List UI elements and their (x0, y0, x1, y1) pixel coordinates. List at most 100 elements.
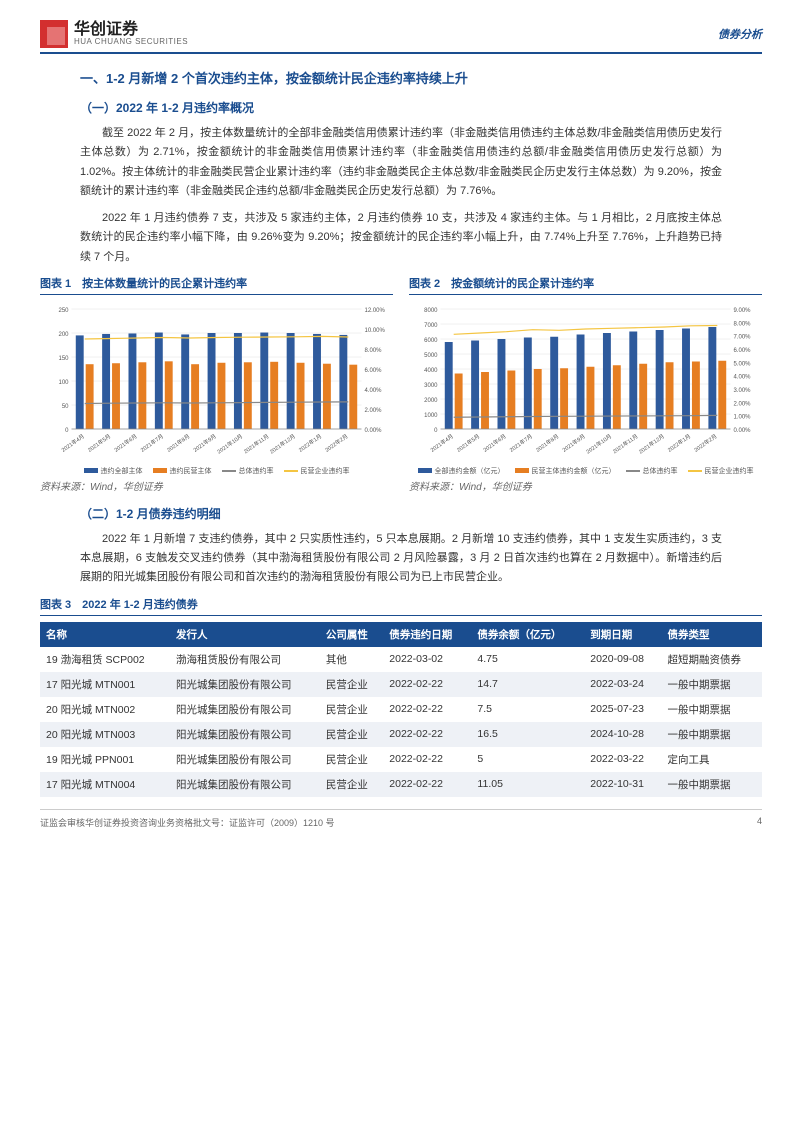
svg-text:2022年1月: 2022年1月 (297, 432, 323, 454)
table-cell: 定向工具 (661, 747, 762, 772)
table-row: 20 阳光城 MTN003阳光城集团股份有限公司民营企业2022-02-2216… (40, 722, 762, 747)
svg-text:8.00%: 8.00% (365, 348, 383, 354)
table-cell: 阳光城集团股份有限公司 (170, 672, 320, 697)
svg-text:2021年5月: 2021年5月 (86, 432, 112, 454)
svg-text:8.00%: 8.00% (734, 321, 752, 327)
svg-text:0: 0 (434, 428, 438, 434)
svg-text:250: 250 (58, 308, 69, 314)
table-cell: 2022-02-22 (383, 772, 471, 797)
table-cell: 2022-03-22 (584, 747, 661, 772)
table-cell: 19 阳光城 PPN001 (40, 747, 170, 772)
legend-item: 民营企业违约率 (284, 466, 350, 476)
para-1-2-1: 2022 年 1 月新增 7 支违约债券，其中 2 只实质性违约，5 只本息展期… (80, 530, 722, 588)
table-cell: 2022-02-22 (383, 722, 471, 747)
table-cell: 超短期融资债券 (661, 647, 762, 672)
table-cell: 阳光城集团股份有限公司 (170, 697, 320, 722)
chart-2-svg: 0100020003000400050006000700080000.00%1.… (409, 301, 762, 461)
page-footer: 证监会审核华创证券投资咨询业务资格批文号：证监许可（2009）1210 号 4 (40, 809, 762, 829)
svg-text:2021年7月: 2021年7月 (139, 432, 165, 454)
table-cell: 17 阳光城 MTN001 (40, 672, 170, 697)
table-cell: 20 阳光城 MTN002 (40, 697, 170, 722)
svg-text:6.00%: 6.00% (365, 368, 383, 374)
svg-text:1.00%: 1.00% (734, 414, 752, 420)
table-cell: 5 (471, 747, 584, 772)
table-title: 图表 3 2022 年 1-2 月违约债券 (40, 596, 762, 616)
svg-text:2021年9月: 2021年9月 (192, 432, 218, 454)
svg-text:6000: 6000 (424, 338, 438, 344)
svg-text:5.00%: 5.00% (734, 361, 752, 367)
svg-text:3000: 3000 (424, 383, 438, 389)
table-cell: 一般中期票据 (661, 672, 762, 697)
table-row: 19 渤海租赁 SCP002渤海租赁股份有限公司其他2022-03-024.75… (40, 647, 762, 672)
svg-text:2021年11月: 2021年11月 (242, 432, 270, 455)
table-row: 17 阳光城 MTN004阳光城集团股份有限公司民营企业2022-02-2211… (40, 772, 762, 797)
svg-text:2022年1月: 2022年1月 (666, 432, 692, 454)
svg-text:5000: 5000 (424, 353, 438, 359)
svg-text:12.00%: 12.00% (365, 308, 386, 314)
table-cell: 20 阳光城 MTN003 (40, 722, 170, 747)
table-cell: 阳光城集团股份有限公司 (170, 722, 320, 747)
table-cell: 渤海租赁股份有限公司 (170, 647, 320, 672)
table-cell: 一般中期票据 (661, 697, 762, 722)
table-cell: 民营企业 (320, 672, 383, 697)
table-cell: 2022-02-22 (383, 672, 471, 697)
table-cell: 2022-10-31 (584, 772, 661, 797)
legend-item: 违约全部主体 (84, 466, 143, 476)
chart-1-block: 图表 1 按主体数量统计的民企累计违约率 0501001502002500.00… (40, 275, 393, 493)
table-cell: 2025-07-23 (584, 697, 661, 722)
svg-text:4000: 4000 (424, 368, 438, 374)
table-col-header: 发行人 (170, 622, 320, 647)
legend-item: 总体违约率 (626, 466, 678, 476)
chart-1-source: 资料来源：Wind，华创证券 (40, 478, 393, 493)
table-cell: 阳光城集团股份有限公司 (170, 772, 320, 797)
logo: 华创证券 HUA CHUANG SECURITIES (40, 20, 188, 48)
table-cell: 7.5 (471, 697, 584, 722)
logo-cn: 华创证券 (74, 21, 188, 39)
chart-1-legend: 违约全部主体违约民营主体总体违约率民营企业违约率 (40, 466, 393, 476)
logo-en: HUA CHUANG SECURITIES (74, 38, 188, 47)
svg-text:2021年5月: 2021年5月 (455, 432, 481, 454)
svg-text:8000: 8000 (424, 308, 438, 314)
table-cell: 民营企业 (320, 697, 383, 722)
svg-text:0: 0 (65, 428, 69, 434)
chart-2-source: 资料来源：Wind，华创证券 (409, 478, 762, 493)
svg-text:3.00%: 3.00% (734, 388, 752, 394)
logo-mark-icon (40, 20, 68, 48)
table-cell: 阳光城集团股份有限公司 (170, 747, 320, 772)
legend-item: 民营企业违约率 (688, 466, 754, 476)
table-cell: 16.5 (471, 722, 584, 747)
chart-2-title: 图表 2 按金额统计的民企累计违约率 (409, 275, 762, 295)
svg-text:2022年2月: 2022年2月 (692, 432, 718, 454)
svg-text:2021年6月: 2021年6月 (481, 432, 507, 454)
svg-text:150: 150 (58, 356, 69, 362)
svg-text:2021年6月: 2021年6月 (112, 432, 138, 454)
table-row: 20 阳光城 MTN002阳光城集团股份有限公司民营企业2022-02-227.… (40, 697, 762, 722)
page-number: 4 (757, 816, 762, 829)
table-col-header: 到期日期 (584, 622, 661, 647)
subsection-1-2-title: （二）1-2 月债券违约明细 (80, 505, 762, 522)
svg-text:2021年10月: 2021年10月 (215, 432, 244, 455)
table-cell: 14.7 (471, 672, 584, 697)
svg-text:50: 50 (62, 404, 69, 410)
table-header-row: 名称发行人公司属性债券违约日期债券余额（亿元）到期日期债券类型 (40, 622, 762, 647)
table-col-header: 名称 (40, 622, 170, 647)
table-col-header: 债券余额（亿元） (471, 622, 584, 647)
svg-text:2.00%: 2.00% (365, 408, 383, 414)
legend-item: 全部违约金额（亿元） (418, 466, 505, 476)
table-cell: 2022-03-24 (584, 672, 661, 697)
table-col-header: 公司属性 (320, 622, 383, 647)
svg-text:7000: 7000 (424, 323, 438, 329)
svg-text:2.00%: 2.00% (734, 401, 752, 407)
svg-text:7.00%: 7.00% (734, 334, 752, 340)
svg-text:2021年9月: 2021年9月 (561, 432, 587, 454)
svg-text:6.00%: 6.00% (734, 348, 752, 354)
charts-row: 图表 1 按主体数量统计的民企累计违约率 0501001502002500.00… (40, 275, 762, 493)
svg-text:200: 200 (58, 332, 69, 338)
svg-text:4.00%: 4.00% (365, 388, 383, 394)
table-row: 17 阳光城 MTN001阳光城集团股份有限公司民营企业2022-02-2214… (40, 672, 762, 697)
doc-category: 债券分析 (718, 26, 762, 42)
para-1-1-1: 截至 2022 年 2 月，按主体数量统计的全部非金融类信用债累计违约率（非金融… (80, 124, 722, 201)
table-cell: 2024-10-28 (584, 722, 661, 747)
table-cell: 17 阳光城 MTN004 (40, 772, 170, 797)
legend-item: 总体违约率 (222, 466, 274, 476)
